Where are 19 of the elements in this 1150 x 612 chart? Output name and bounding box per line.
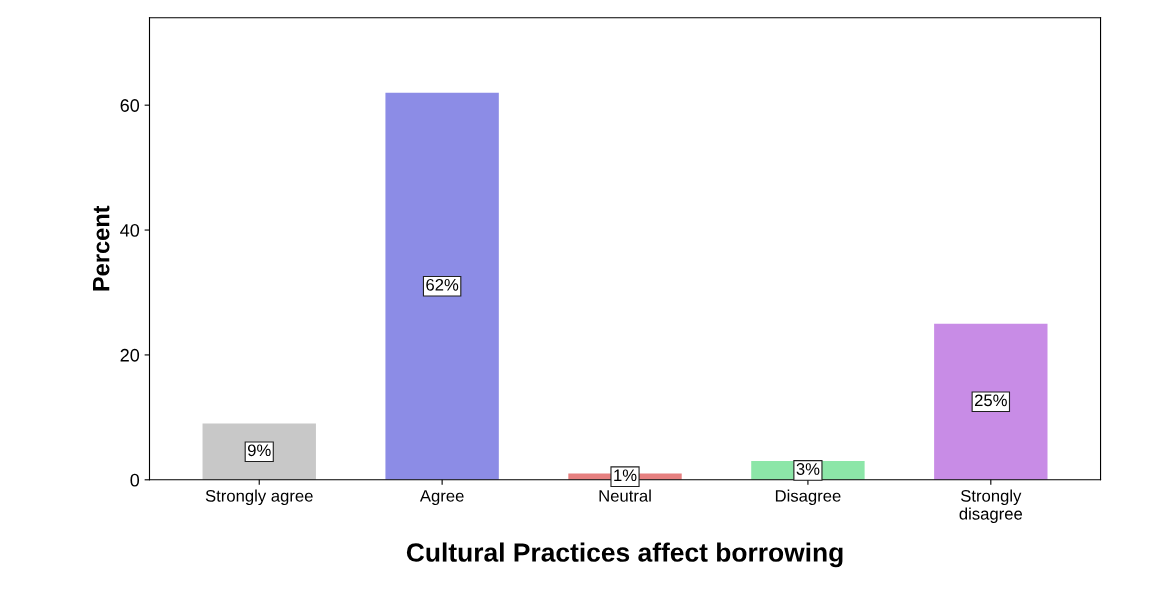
y-axis-title: Percent [93,205,110,291]
x-tick-label: Disagree [775,489,841,506]
bar [385,92,499,480]
y-tick-label: 60 [120,99,140,112]
y-tick-label: 20 [120,348,140,362]
data-label: 1% [614,469,637,482]
x-tick-label: Neutral [599,489,651,502]
x-tick-label: Strongly disagree [959,489,1023,524]
data-label: 9% [247,444,271,457]
x-axis-title: Cultural Practices affect borrowing [406,542,843,568]
data-label: 3% [796,463,820,475]
data-label: 25% [974,394,1007,407]
data-label: 62% [426,278,459,291]
bar [202,423,316,480]
y-tick-label: 40 [120,223,140,237]
x-tick-label: Strongly agree [205,489,313,506]
y-tick-label: 0 [130,473,140,487]
bar [934,323,1048,480]
x-tick-label: Agree [419,490,464,506]
